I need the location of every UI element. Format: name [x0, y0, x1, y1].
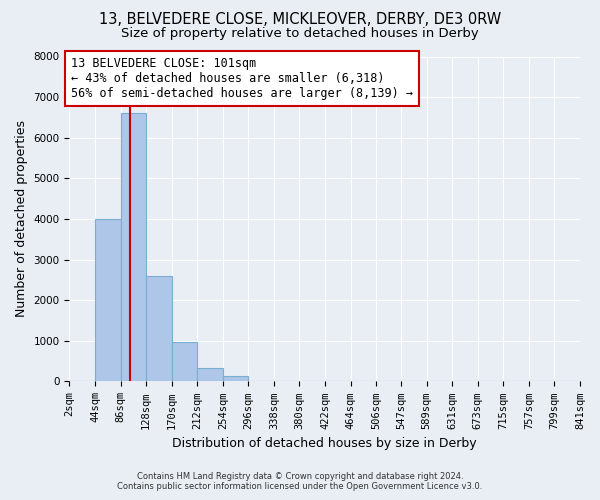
Bar	[223, 376, 248, 382]
Y-axis label: Number of detached properties: Number of detached properties	[15, 120, 28, 318]
Text: Size of property relative to detached houses in Derby: Size of property relative to detached ho…	[121, 28, 479, 40]
Text: 13 BELVEDERE CLOSE: 101sqm
← 43% of detached houses are smaller (6,318)
56% of s: 13 BELVEDERE CLOSE: 101sqm ← 43% of deta…	[71, 58, 413, 100]
Bar	[146, 276, 172, 382]
Text: Contains HM Land Registry data © Crown copyright and database right 2024.
Contai: Contains HM Land Registry data © Crown c…	[118, 472, 482, 491]
Bar	[95, 219, 121, 382]
X-axis label: Distribution of detached houses by size in Derby: Distribution of detached houses by size …	[172, 437, 477, 450]
Bar	[172, 342, 197, 382]
Bar	[121, 114, 146, 382]
Text: 13, BELVEDERE CLOSE, MICKLEOVER, DERBY, DE3 0RW: 13, BELVEDERE CLOSE, MICKLEOVER, DERBY, …	[99, 12, 501, 28]
Bar	[197, 368, 223, 382]
